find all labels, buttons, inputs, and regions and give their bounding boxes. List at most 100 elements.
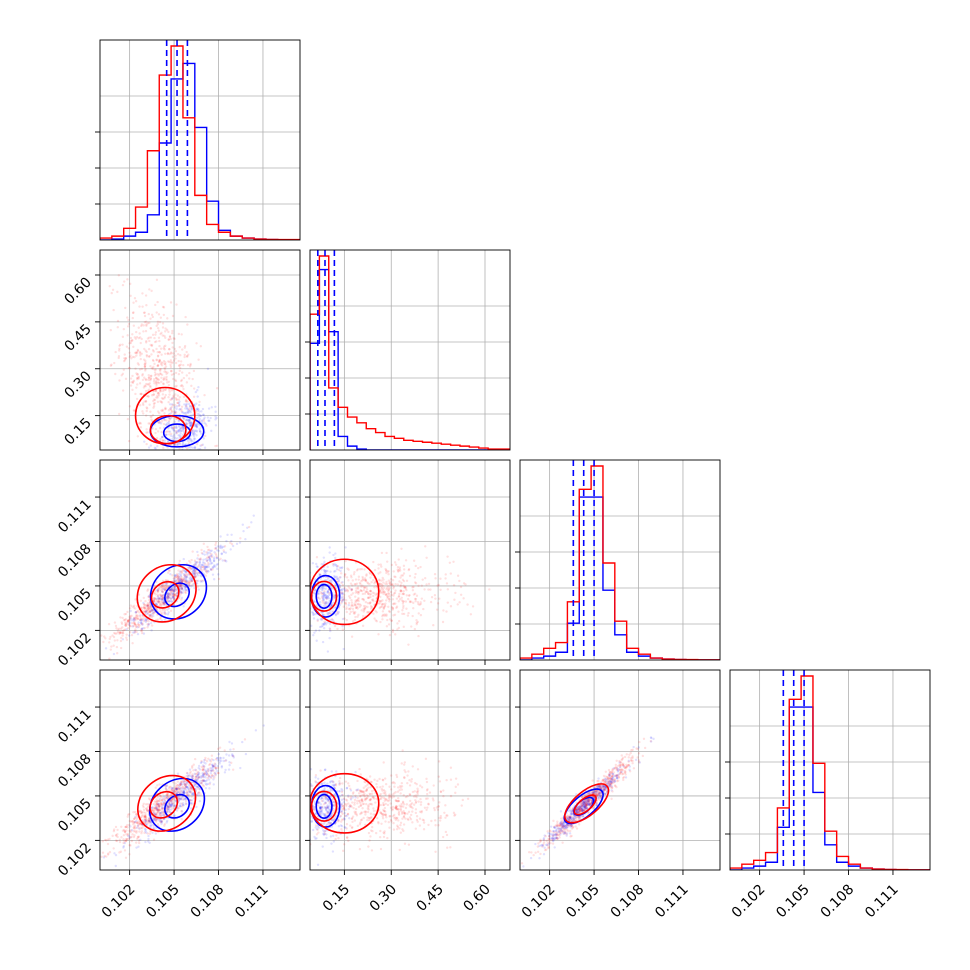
scatter-point [140, 631, 144, 635]
scatter-point [182, 417, 185, 421]
scatter-blue-series [102, 724, 265, 868]
scatter-point [324, 623, 328, 626]
scatter-point [170, 799, 173, 803]
scatter-point [363, 608, 366, 612]
scatter-point [399, 784, 402, 788]
scatter-point [204, 574, 208, 577]
scatter-point [413, 781, 417, 785]
scatter-point [190, 421, 193, 424]
scatter-point [138, 827, 141, 831]
scatter-point [317, 801, 320, 804]
scatter-point [146, 589, 149, 592]
scatter-point [327, 612, 330, 615]
scatter-point [124, 612, 128, 616]
scatter-point [367, 805, 370, 808]
scatter-point [184, 783, 187, 786]
scatter-point [183, 783, 186, 786]
scatter-point [156, 588, 159, 592]
scatter-point [412, 593, 416, 596]
scatter-point [145, 428, 148, 431]
scatter-point [160, 594, 163, 597]
scatter-point [315, 556, 319, 559]
scatter-point [192, 568, 195, 572]
scatter-point [177, 441, 180, 445]
scatter-point [191, 793, 194, 796]
scatter-point [115, 834, 118, 837]
scatter-point [138, 618, 142, 621]
scatter-point [257, 806, 259, 808]
scatter-point [135, 372, 138, 375]
scatter-point [411, 586, 414, 589]
scatter-point [188, 768, 192, 771]
scatter-point [325, 569, 328, 573]
scatter-point [429, 588, 432, 591]
scatter-point [409, 805, 412, 809]
scatter-point [172, 577, 175, 580]
scatter-point [194, 425, 198, 428]
scatter-point [161, 803, 165, 806]
scatter-point [129, 377, 133, 380]
scatter-point [177, 419, 180, 423]
scatter-point [172, 428, 175, 432]
scatter-point [200, 765, 203, 769]
scatter-point [425, 556, 428, 559]
scatter-point [297, 622, 299, 624]
scatter-point [158, 811, 162, 815]
scatter-point [337, 836, 340, 840]
scatter-point [357, 613, 360, 617]
scatter-point [336, 564, 340, 568]
scatter-point [177, 579, 181, 583]
scatter-point [155, 818, 158, 822]
scatter-point [202, 417, 206, 421]
scatter-point [162, 347, 165, 350]
scatter-point [400, 785, 404, 788]
scatter-point [318, 573, 322, 577]
scatter-point [323, 601, 326, 604]
scatter-point [152, 398, 156, 401]
scatter-point [144, 294, 148, 297]
scatter-point [177, 807, 180, 810]
scatter-point [190, 577, 193, 581]
scatter-point [317, 804, 320, 807]
scatter-point [409, 803, 413, 806]
scatter-point [125, 345, 129, 348]
scatter-point [342, 805, 345, 808]
scatter-point [231, 544, 235, 548]
scatter-point [156, 822, 160, 826]
scatter-point [174, 574, 178, 577]
scatter-point [362, 599, 366, 602]
scatter-point [220, 759, 223, 762]
scatter-point [171, 786, 175, 790]
scatter-point [183, 782, 187, 786]
scatter-point [210, 554, 214, 557]
scatter-point [151, 816, 154, 819]
scatter-point [146, 606, 149, 609]
scatter-point [195, 561, 198, 564]
scatter-point [340, 790, 344, 794]
scatter-point [356, 607, 359, 610]
scatter-point [214, 766, 217, 769]
scatter-point [182, 579, 186, 582]
scatter-point [220, 552, 224, 555]
scatter-point [143, 607, 146, 610]
scatter-point [189, 788, 193, 791]
scatter-point [202, 765, 206, 768]
scatter-point [132, 618, 136, 621]
scatter-point [160, 397, 164, 400]
scatter-point [113, 639, 117, 642]
scatter-point [183, 403, 186, 406]
scatter-point [169, 363, 172, 367]
scatter-point [254, 729, 258, 732]
scatter-point [191, 430, 194, 433]
scatter-point [402, 625, 405, 629]
scatter-point [153, 800, 157, 803]
scatter-point [175, 426, 178, 429]
scatter-point [381, 778, 384, 782]
scatter-point [162, 812, 166, 815]
scatter-point [395, 597, 399, 600]
scatter-point [365, 573, 368, 576]
scatter-point [228, 763, 231, 767]
scatter-point [138, 624, 141, 627]
scatter-point [199, 557, 202, 560]
scatter-point [342, 596, 346, 599]
